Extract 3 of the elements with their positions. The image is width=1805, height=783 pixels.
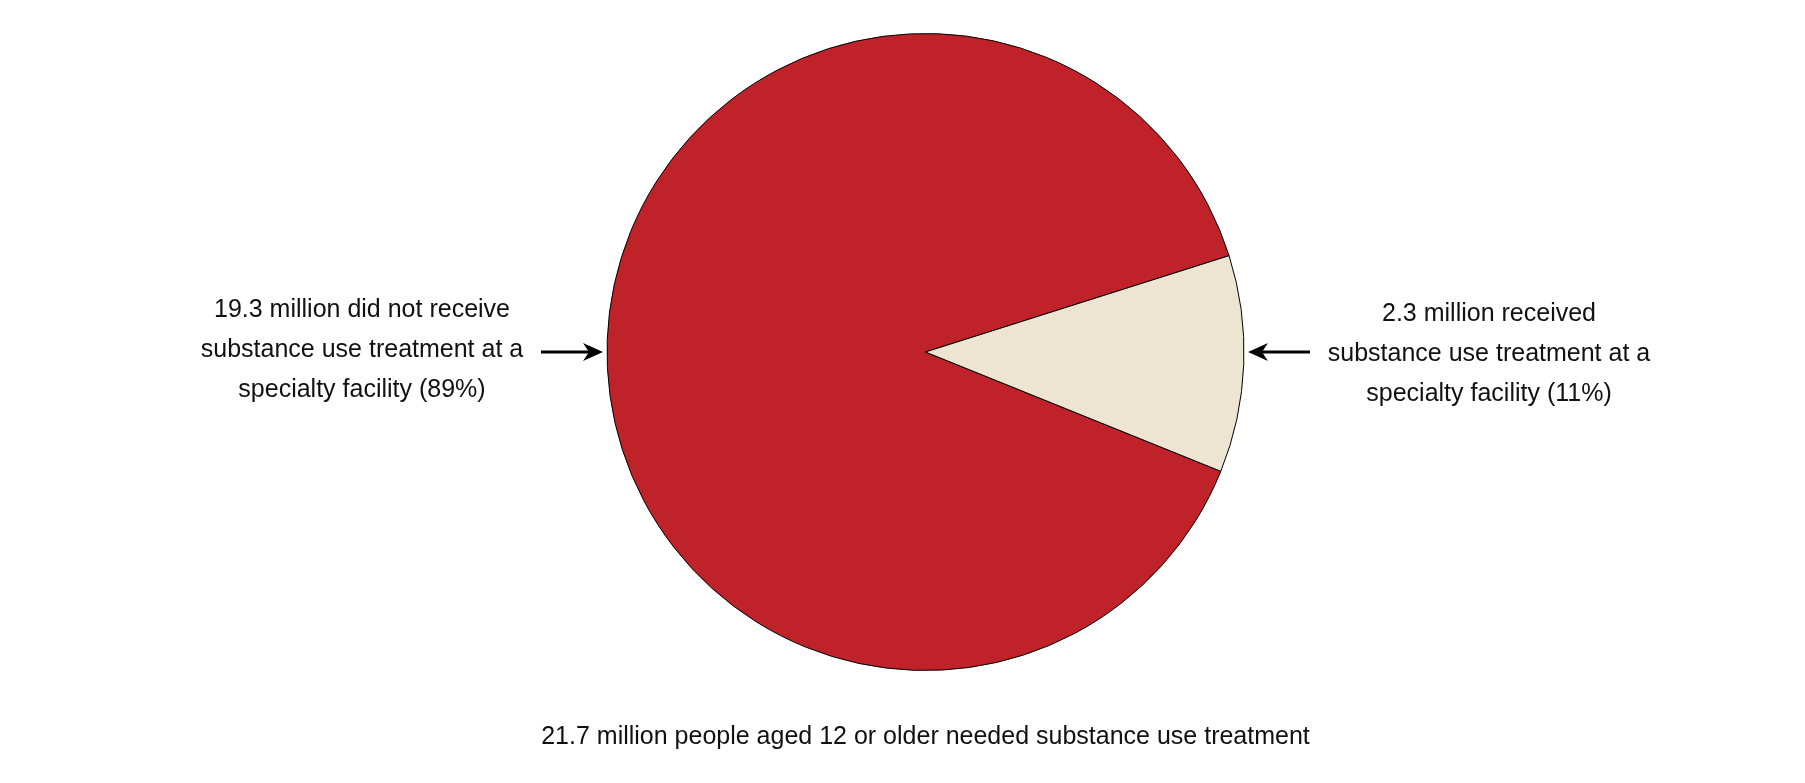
slice-label: 19.3 million did not receive substance use treatment at a specialty facility (89%) bbox=[200, 294, 524, 403]
slice-label: 2.3 million received substance use treatment at a specialty facility (11%) bbox=[1327, 297, 1651, 406]
text: 21.7 million people aged 12 or older needed substance use treatment bbox=[541, 720, 1310, 749]
